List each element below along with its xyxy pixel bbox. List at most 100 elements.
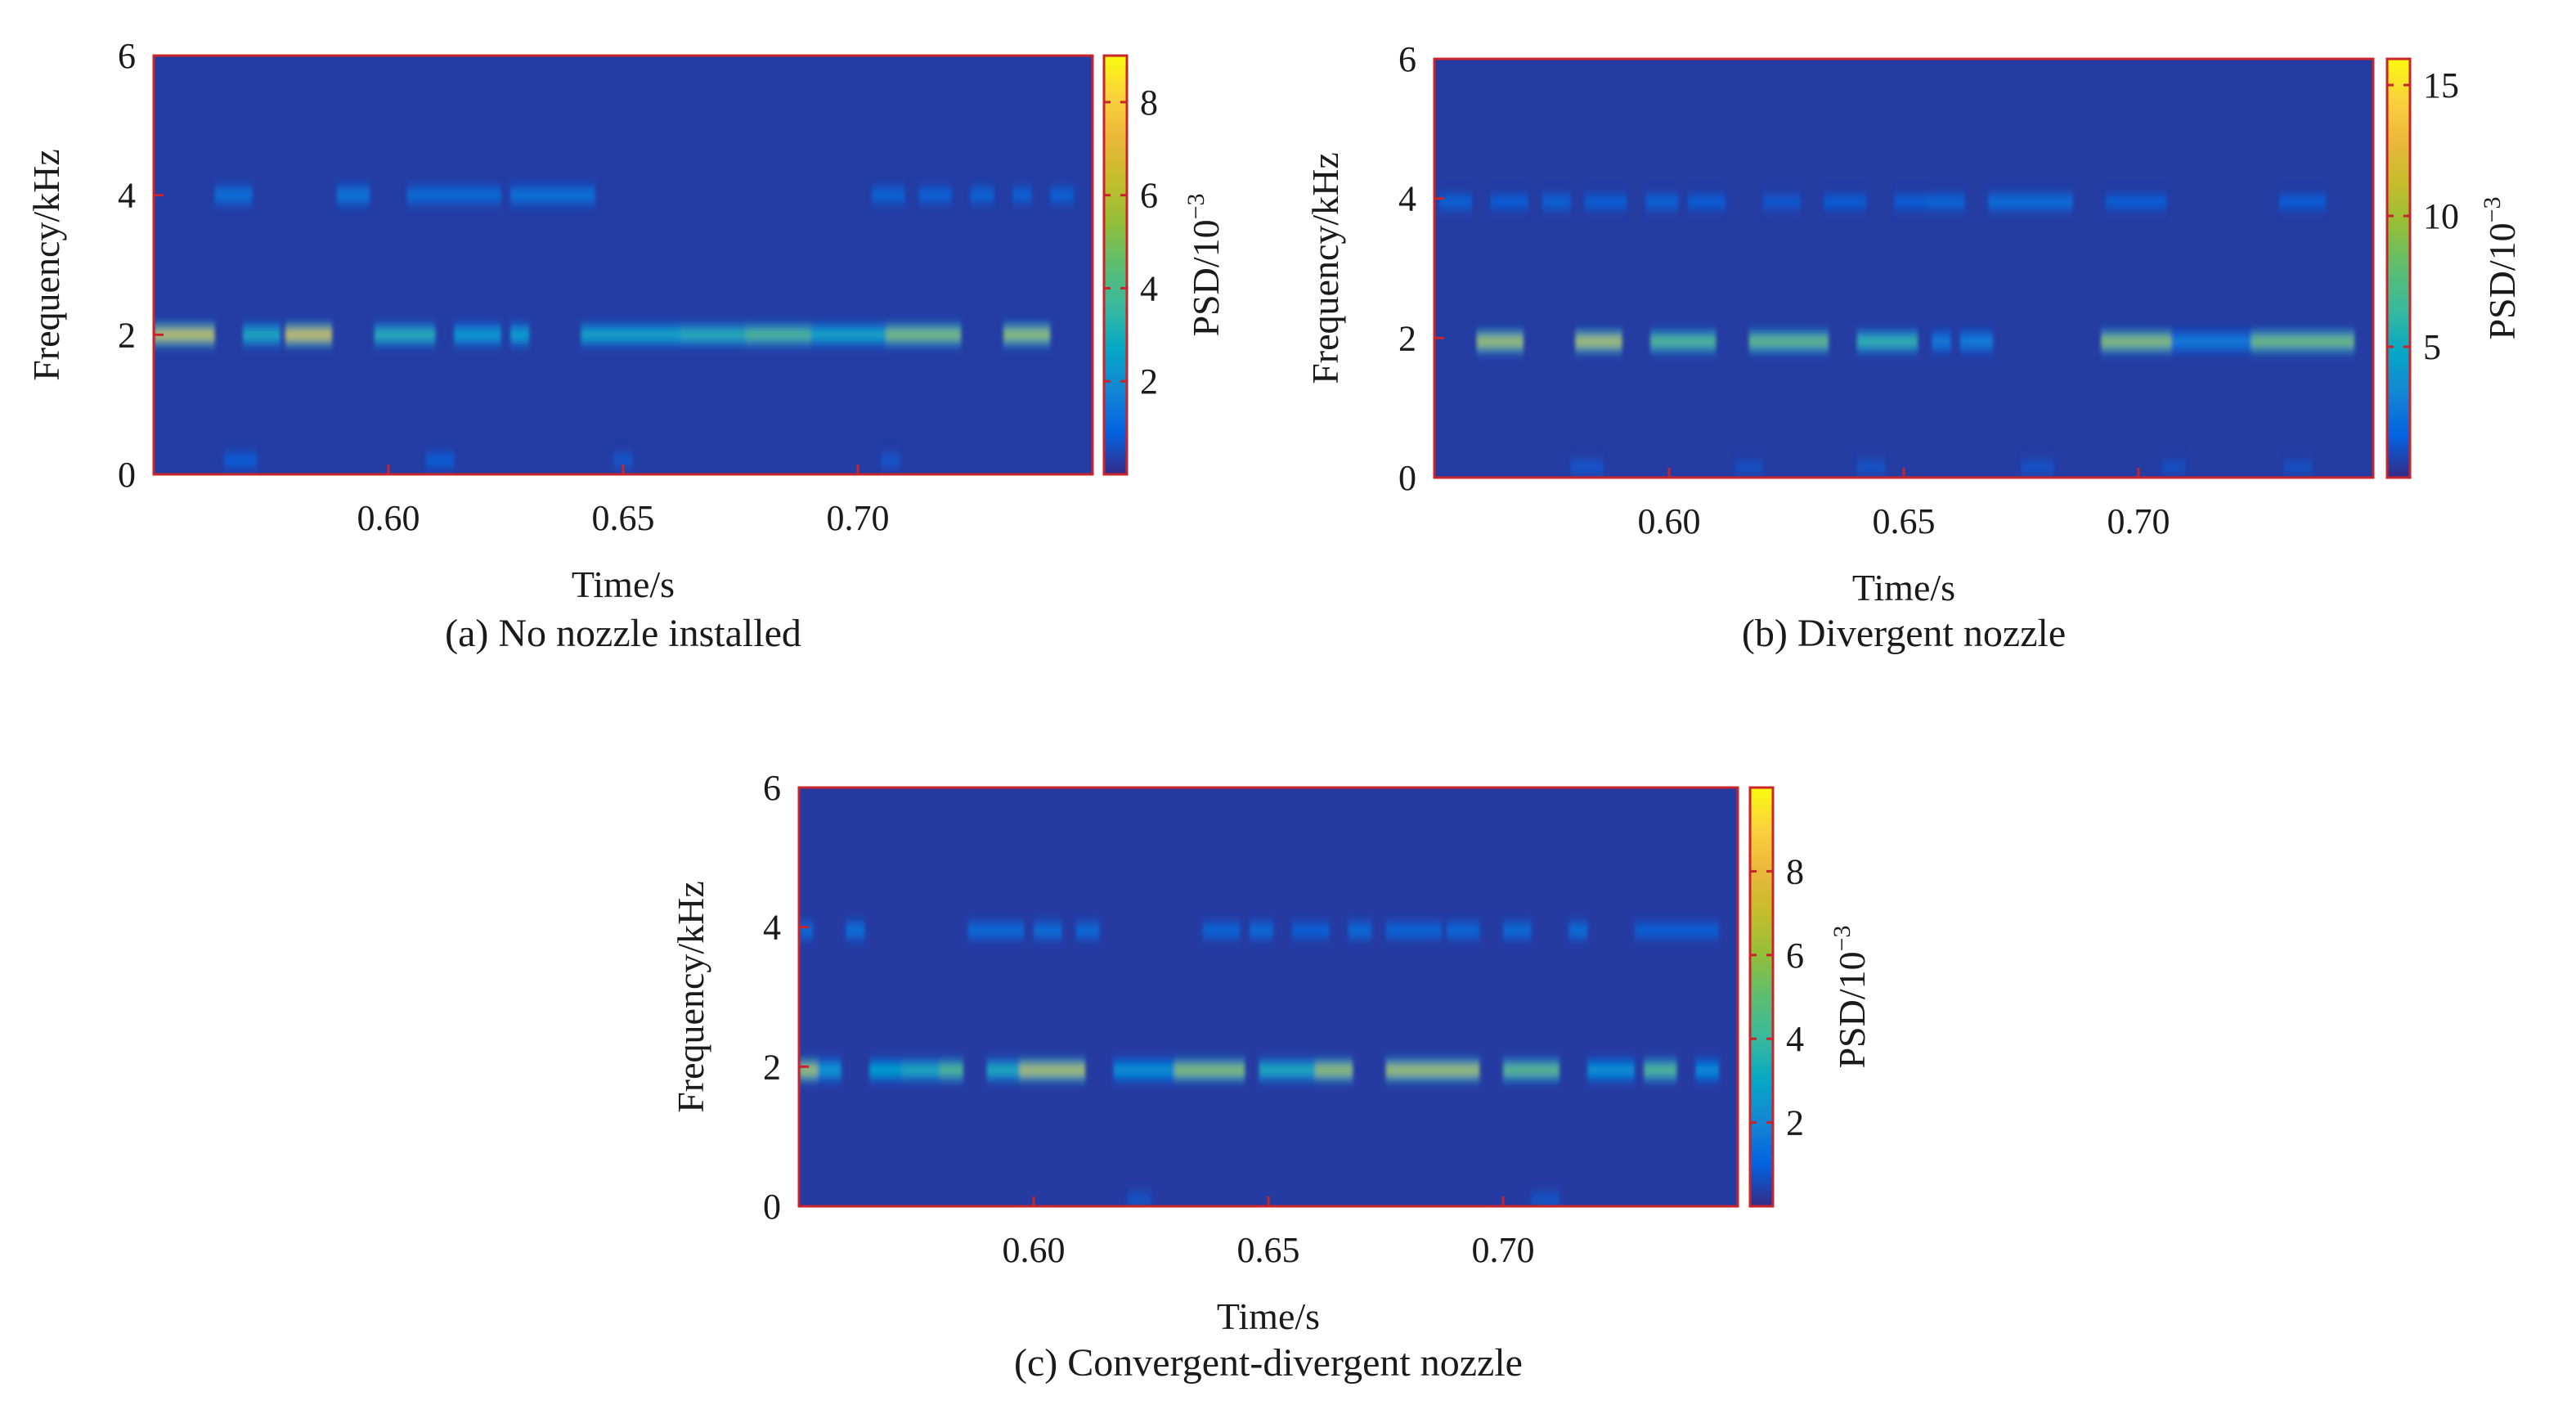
heatmap-cell (1503, 1066, 1560, 1075)
colorbar-tick-label: 2 (1786, 1103, 1804, 1143)
heatmap-cell (1003, 330, 1051, 339)
colorbar-tick-label: 6 (1140, 176, 1158, 216)
heatmap-cell (154, 330, 215, 339)
colorbar-tick-label: 6 (1786, 936, 1804, 976)
heatmap-cell (1127, 1195, 1151, 1204)
y-tick-label: 0 (1398, 458, 1416, 498)
heatmap-cell (1748, 337, 1829, 346)
x-tick-label: 0.65 (1873, 501, 1936, 541)
x-axis-label: Time/s (1217, 1295, 1320, 1337)
y-tick-label: 4 (1398, 179, 1416, 219)
heatmap-cell (1634, 926, 1720, 936)
y-tick-label: 4 (763, 908, 781, 948)
heatmap-cell (679, 330, 746, 339)
colorbar-label: PSD/10−3 (1829, 925, 1873, 1068)
colorbar-label: PSD/10−3 (2479, 196, 2523, 339)
x-tick-label: 0.65 (1237, 1230, 1300, 1270)
panel-b: 0 2 4 6 0.60 0.65 0.70 Time/s Frequency/kHz 5 10 15… (1304, 39, 2523, 655)
heatmap-cell (1034, 926, 1062, 936)
heatmap-cell (1644, 1066, 1677, 1075)
colorbar-tick-label: 2 (1140, 361, 1158, 402)
heatmap-cells (1438, 191, 2355, 478)
colorbar-frame (1102, 54, 1129, 476)
colorbar-tick-label: 10 (2423, 196, 2459, 236)
heatmap-cell (1570, 462, 1604, 472)
heatmap-cell (1438, 197, 1472, 207)
y-tick-label: 2 (763, 1047, 781, 1087)
heatmap-cell (1894, 197, 1928, 207)
heatmap-cell (1050, 191, 1075, 200)
heatmap-cell (918, 191, 952, 200)
heatmap-cells (799, 920, 1720, 1206)
heatmap-cell (970, 191, 994, 200)
heatmap-cell (1856, 337, 1919, 346)
heatmap-cell (886, 330, 962, 339)
colorbar (2387, 59, 2410, 478)
heatmap-cell (1385, 1066, 1480, 1075)
heatmap-cell (1174, 1066, 1245, 1075)
heatmap-cell (1019, 1066, 1086, 1075)
heatmap-cell (1932, 337, 1951, 346)
heatmap-cell (2021, 462, 2054, 472)
x-tick-label: 0.60 (1638, 501, 1701, 541)
x-tick-label: 0.70 (2107, 501, 2170, 541)
heatmap-cell (810, 330, 886, 339)
heatmap-cell (1385, 926, 1443, 936)
heatmap-background (799, 788, 1738, 1206)
heatmap-cell (1927, 197, 1965, 207)
heatmap-cell (1988, 197, 2073, 207)
heatmap-cell (1202, 926, 1241, 936)
colorbar-label-exponent: −3 (1183, 193, 1209, 219)
y-axis-label: Frequency/kHz (1304, 152, 1346, 384)
colorbar-label-exponent: −3 (2479, 196, 2506, 222)
heatmap-cell (1575, 337, 1622, 346)
heatmap-cell (1250, 926, 1273, 936)
panel-caption: (b) Divergent nozzle (1742, 612, 2066, 655)
y-tick-label: 2 (1398, 318, 1416, 358)
heatmap-cell (1735, 462, 1763, 472)
x-axis-label: Time/s (1852, 567, 1955, 608)
heatmap-background (1434, 59, 2373, 478)
x-tick-label: 0.70 (1472, 1230, 1535, 1270)
heatmap-cell (799, 1066, 818, 1075)
heatmap-cell (1645, 197, 1679, 207)
colorbar-label-exponent: −3 (1829, 925, 1856, 951)
heatmap-cell (1259, 1066, 1316, 1075)
heatmap-cell (1113, 1066, 1175, 1075)
colorbar-tick-label: 8 (1786, 851, 1804, 891)
heatmap-cell (967, 926, 1025, 936)
colorbar-tick-label: 4 (1140, 268, 1158, 308)
x-tick-label: 0.60 (1003, 1230, 1066, 1270)
heatmap-cell (224, 456, 258, 465)
heatmap-cell (1856, 462, 1886, 472)
x-tick-label: 0.60 (357, 498, 420, 538)
heatmap-cell (2251, 337, 2355, 346)
heatmap-cell (581, 330, 680, 339)
y-tick-label: 4 (118, 176, 136, 216)
heatmap-cell (902, 1066, 940, 1075)
heatmap-cell (1012, 191, 1032, 200)
heatmap-cell (1587, 1066, 1635, 1075)
heatmap-cell (745, 330, 811, 339)
heatmap-cell (1959, 337, 1994, 346)
heatmap-cell (510, 330, 530, 339)
colorbar (1750, 788, 1773, 1206)
heatmap-cell (1291, 926, 1330, 936)
heatmap-cell (510, 191, 595, 200)
colorbar-tick-label: 4 (1786, 1019, 1804, 1059)
colorbar (1104, 56, 1127, 474)
heatmap-cell (1568, 926, 1588, 936)
heatmap-cell (1315, 1066, 1353, 1075)
heatmap-cell (940, 1066, 963, 1075)
panel-caption: (c) Convergent-divergent nozzle (1014, 1341, 1523, 1385)
x-axis-label: Time/s (572, 563, 675, 605)
y-tick-label: 6 (1398, 39, 1416, 79)
y-axis-label: Frequency/kHz (25, 149, 67, 381)
colorbar-label: PSD/10−3 (1183, 193, 1227, 336)
heatmap-cell (869, 1066, 903, 1075)
heatmap-cell (214, 191, 253, 200)
heatmap-cell (1650, 337, 1717, 346)
heatmap-cell (1490, 197, 1528, 207)
